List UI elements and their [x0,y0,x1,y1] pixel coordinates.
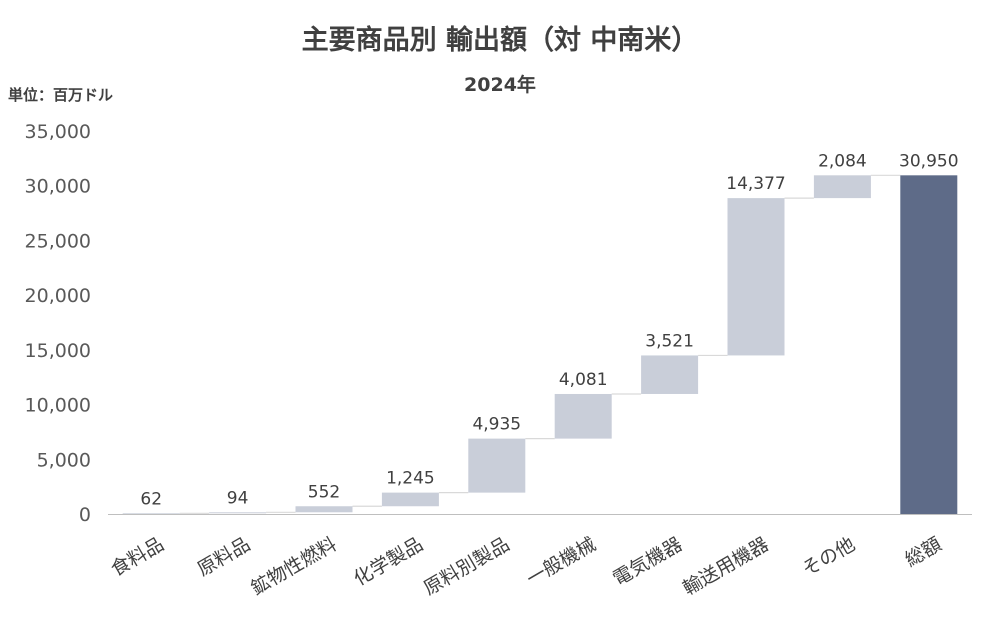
x-tick-label: 総額 [901,533,945,571]
data-label: 552 [308,482,340,502]
x-tick-label: 電気機器 [609,533,686,590]
increment-bar [554,393,612,439]
chart-title: 主要商品別 輸出額（対 中南米） [301,25,699,56]
data-label: 1,245 [386,469,435,489]
data-label: 4,935 [472,415,521,435]
y-tick-label: 20,000 [25,285,91,307]
increment-bar [295,506,353,513]
x-tick-label: 原料別製品 [420,533,513,600]
x-tick-label: その他 [799,533,859,581]
y-axis: 0 5,000 10,000 15,000 20,000 25,000 30,000 35,0… [25,121,91,526]
bars [122,175,958,514]
increment-bar [381,492,439,507]
y-tick-label: 5,000 [37,449,91,471]
x-tick-label: 化学製品 [350,533,427,590]
increment-bar [209,512,267,514]
x-tick-label: 輸送用機器 [679,533,772,600]
increment-bar [122,513,180,514]
x-tick-label: 原料品 [194,533,254,581]
y-tick-label: 30,000 [25,176,91,198]
total-bar [900,175,958,514]
connector-lines [179,174,901,514]
unit-label: 単位：百万ドル [8,86,114,104]
data-label: 14,377 [726,174,785,194]
chart-subtitle: 2024年 [464,74,536,96]
data-label: 3,521 [645,331,694,351]
data-labels: 62 94 552 1,245 4,935 4,081 3,521 14,377 2,084 30… [140,151,958,509]
increment-bar [813,175,871,199]
y-tick-label: 35,000 [25,121,91,143]
y-tick-label: 10,000 [25,395,91,417]
x-tick-label: 鉱物性燃料 [247,533,340,600]
x-tick-label: 食料品 [107,533,167,581]
data-label: 2,084 [818,151,867,171]
y-tick-label: 0 [79,504,91,526]
increment-bar [727,198,785,356]
data-label: 94 [227,488,249,508]
data-label: 30,950 [899,151,958,171]
increment-bar [641,355,699,394]
data-label: 62 [140,489,162,509]
y-tick-label: 15,000 [25,340,91,362]
y-tick-label: 25,000 [25,230,91,252]
increment-bar [468,438,526,493]
data-label: 4,081 [559,370,608,390]
x-tick-label: 一般機械 [523,533,600,590]
